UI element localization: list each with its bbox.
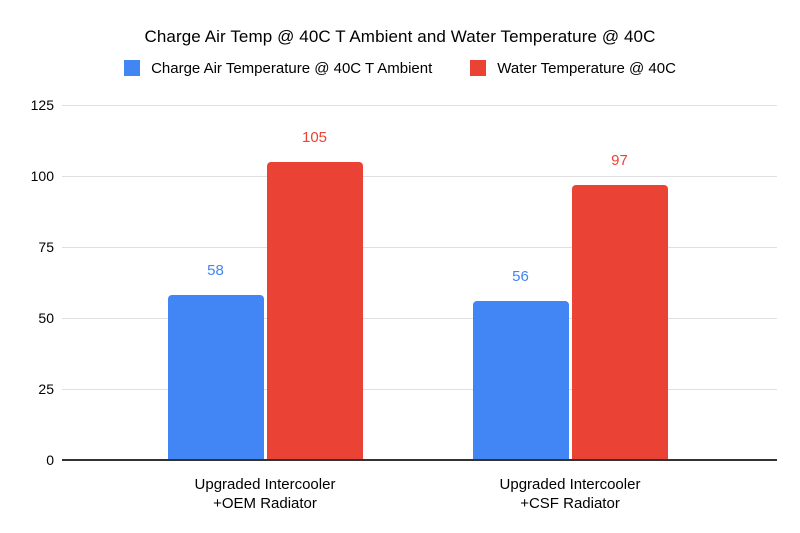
legend-item-water-temp: Water Temperature @ 40C bbox=[470, 60, 676, 77]
x-category-label-1: Upgraded Intercooler +CSF Radiator bbox=[499, 476, 641, 512]
y-tick-label-0: 0 bbox=[46, 452, 54, 468]
bar-value-label: 105 bbox=[301, 128, 328, 146]
legend-swatch-charge-air bbox=[124, 60, 141, 76]
legend: Charge Air Temperature @ 40C T Ambient W… bbox=[0, 58, 800, 78]
legend-label-charge-air: Charge Air Temperature @ 40C T Ambient bbox=[151, 59, 433, 77]
bar-value-label: 58 bbox=[207, 262, 224, 280]
gridline-125 bbox=[62, 105, 777, 106]
x-axis-line bbox=[62, 459, 777, 461]
y-tick-label-50: 50 bbox=[38, 310, 54, 326]
x-category-label-0: Upgraded Intercooler +OEM Radiator bbox=[194, 476, 336, 512]
gridline-75 bbox=[62, 247, 777, 248]
gridline-100 bbox=[62, 176, 777, 177]
bar-series1-group1 bbox=[571, 184, 668, 460]
y-tick-label-75: 75 bbox=[38, 239, 54, 255]
legend-item-charge-air: Charge Air Temperature @ 40C T Ambient bbox=[124, 60, 432, 77]
legend-swatch-water-temp bbox=[470, 60, 487, 76]
bar-series1-group0 bbox=[266, 161, 363, 460]
legend-label-water-temp: Water Temperature @ 40C bbox=[497, 59, 676, 77]
bar-series0-group1 bbox=[472, 300, 569, 460]
bar-value-label: 97 bbox=[611, 151, 628, 169]
bar-value-label: 56 bbox=[512, 267, 529, 285]
y-tick-label-25: 25 bbox=[38, 381, 54, 397]
y-tick-label-125: 125 bbox=[30, 97, 54, 113]
bar-series0-group0 bbox=[167, 295, 264, 460]
y-tick-label-100: 100 bbox=[30, 168, 54, 184]
gridline-50 bbox=[62, 318, 777, 319]
chart-title: Charge Air Temp @ 40C T Ambient and Wate… bbox=[144, 27, 656, 46]
gridline-25 bbox=[62, 389, 777, 390]
